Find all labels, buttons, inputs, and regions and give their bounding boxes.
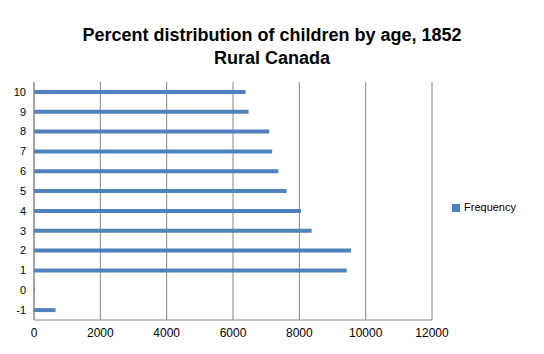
- html-text:Frequency: Frequency: [464, 201, 516, 213]
- svg-text:1: 1: [20, 264, 26, 276]
- svg-text:4000: 4000: [153, 326, 180, 340]
- svg-text:12000: 12000: [415, 326, 449, 340]
- svg-text:6000: 6000: [220, 326, 247, 340]
- svg-text:2000: 2000: [87, 326, 114, 340]
- svg-text:7: 7: [20, 145, 26, 157]
- svg-text:3: 3: [20, 225, 26, 237]
- svg-text:5: 5: [20, 185, 26, 197]
- svg-text:8: 8: [20, 125, 26, 137]
- svg-text:0: 0: [20, 284, 26, 296]
- svg-text:6: 6: [20, 165, 26, 177]
- html-text:Percent distribution of childr: Percent distribution of children by age,…: [82, 25, 462, 68]
- svg-text:0: 0: [31, 326, 38, 340]
- svg-text:2: 2: [20, 244, 26, 256]
- svg-text:9: 9: [20, 106, 26, 118]
- svg-text:8000: 8000: [286, 326, 313, 340]
- svg-text:4: 4: [20, 205, 26, 217]
- svg-text:10000: 10000: [349, 326, 383, 340]
- svg-text:-1: -1: [16, 304, 26, 316]
- svg-text:10: 10: [14, 86, 26, 98]
